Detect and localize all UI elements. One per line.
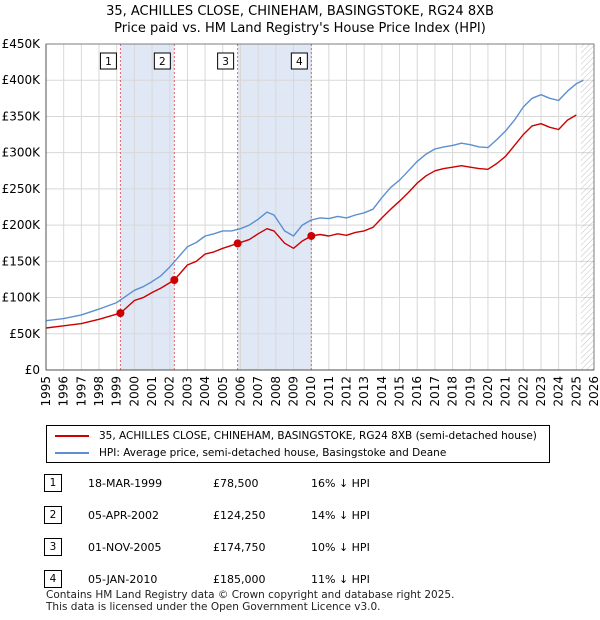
- sale-price: £174,750: [213, 541, 266, 554]
- x-tick-label: 1999: [110, 376, 124, 407]
- sale-number-badge: 3: [44, 538, 62, 556]
- legend-entry-property: 35, ACHILLES CLOSE, CHINEHAM, BASINGSTOK…: [55, 428, 537, 444]
- sale-label-text: 2: [159, 56, 166, 68]
- x-tick-label: 2015: [393, 376, 407, 407]
- sale-number-badge: 2: [44, 506, 62, 524]
- plot-border: [45, 43, 595, 371]
- sale-row: 1 18-MAR-1999 £78,500 16% ↓ HPI: [44, 474, 384, 494]
- x-tick-label: 2021: [499, 376, 513, 407]
- x-tick-label: 1998: [92, 376, 106, 407]
- sale-row: 4 05-JAN-2010 £185,000 11% ↓ HPI: [44, 570, 384, 590]
- x-tick-label: 2026: [587, 376, 600, 407]
- sale-marker: [307, 231, 316, 240]
- sale-hpi-diff: 14% ↓ HPI: [311, 509, 370, 522]
- x-tick-label: 2013: [357, 376, 371, 407]
- sale-label-box: [217, 52, 235, 70]
- footer-copyright: Contains HM Land Registry data © Crown c…: [46, 589, 455, 601]
- x-tick-label: 2000: [127, 376, 141, 407]
- x-tick-label: 2022: [516, 376, 530, 407]
- sale-date: 05-APR-2002: [88, 509, 160, 522]
- hpi-line: [45, 79, 584, 322]
- footer-licence: This data is licensed under the Open Gov…: [46, 601, 381, 613]
- y-tick-label: £200K: [2, 218, 42, 232]
- sale-hpi-diff: 16% ↓ HPI: [311, 477, 370, 490]
- y-tick-label: £350K: [2, 109, 42, 123]
- x-tick-label: 2019: [463, 376, 477, 407]
- x-tick-label: 2014: [375, 376, 389, 407]
- price-chart: 1 2 3 4 £0 £50K £100K £150K £200K £250K £300K £350K…: [2, 37, 600, 407]
- x-tick-label: 2016: [410, 376, 424, 407]
- sale-marker: [233, 239, 242, 248]
- sale-number-badge: 1: [44, 474, 62, 492]
- x-tick-label: 2023: [534, 376, 548, 407]
- sale-number-badge: 4: [44, 570, 62, 588]
- sale-hpi-diff: 10% ↓ HPI: [311, 541, 370, 554]
- ownership-band: [120, 44, 175, 370]
- sale-row: 2 05-APR-2002 £124,250 14% ↓ HPI: [44, 506, 384, 526]
- x-tick-label: 2004: [198, 376, 212, 407]
- future-region: [580, 44, 594, 370]
- y-tick-label: £300K: [2, 146, 42, 160]
- y-tick-label: £450K: [2, 37, 42, 51]
- x-tick-label: 2001: [145, 376, 159, 407]
- x-tick-label: 2005: [216, 376, 230, 407]
- sale-marker: [116, 309, 125, 318]
- sale-price: £124,250: [213, 509, 266, 522]
- x-tick-label: 1997: [74, 376, 88, 407]
- ownership-band: [237, 44, 312, 370]
- chart-legend: 35, ACHILLES CLOSE, CHINEHAM, BASINGSTOK…: [46, 425, 550, 463]
- x-tick-label: 2002: [163, 376, 177, 407]
- x-tick-label: 2011: [322, 376, 336, 407]
- x-tick-label: 1996: [57, 376, 71, 407]
- legend-swatch-property: [55, 435, 89, 437]
- sale-label-text: 4: [296, 56, 303, 68]
- x-tick-label: 2007: [251, 376, 265, 407]
- y-tick-label: £0: [25, 363, 40, 377]
- sale-label-box: [153, 52, 171, 70]
- legend-label-property: 35, ACHILLES CLOSE, CHINEHAM, BASINGSTOK…: [99, 430, 537, 442]
- sale-date: 05-JAN-2010: [88, 573, 158, 586]
- sale-date: 01-NOV-2005: [88, 541, 162, 554]
- x-tick-label: 2020: [481, 376, 495, 407]
- y-tick-label: £250K: [2, 182, 42, 196]
- y-tick-label: £50K: [9, 327, 41, 341]
- x-tick-label: 2006: [233, 376, 247, 407]
- sale-hpi-diff: 11% ↓ HPI: [311, 573, 370, 586]
- x-tick-label: 2012: [340, 376, 354, 407]
- x-tick-label: 2025: [569, 376, 583, 407]
- sale-marker: [170, 275, 179, 284]
- x-tick-label: 2003: [180, 376, 194, 407]
- chart-title-line-2: Price paid vs. HM Land Registry's House …: [114, 21, 486, 36]
- y-tick-label: £400K: [2, 73, 42, 87]
- x-tick-label: 2018: [446, 376, 460, 407]
- legend-entry-hpi: HPI: Average price, semi-detached house,…: [55, 445, 446, 461]
- x-tick-label: 2009: [286, 376, 300, 407]
- sale-date: 18-MAR-1999: [88, 477, 163, 490]
- x-tick-label: 2017: [428, 376, 442, 407]
- y-tick-label: £150K: [2, 254, 42, 268]
- sale-label-text: 3: [222, 56, 229, 68]
- sale-label-box: [99, 52, 117, 70]
- x-tick-label: 2024: [552, 376, 566, 407]
- chart-title-line-1: 35, ACHILLES CLOSE, CHINEHAM, BASINGSTOK…: [106, 4, 494, 19]
- y-tick-label: £100K: [2, 291, 42, 305]
- sale-label-box: [290, 52, 308, 70]
- sale-price: £185,000: [213, 573, 266, 586]
- sale-label-text: 1: [105, 56, 112, 68]
- sale-row: 3 01-NOV-2005 £174,750 10% ↓ HPI: [44, 538, 384, 558]
- legend-swatch-hpi: [55, 452, 89, 454]
- x-tick-label: 1995: [39, 376, 53, 407]
- sale-price: £78,500: [213, 477, 259, 490]
- x-tick-label: 2010: [304, 376, 318, 407]
- legend-label-hpi: HPI: Average price, semi-detached house,…: [99, 447, 447, 459]
- x-tick-label: 2008: [269, 376, 283, 407]
